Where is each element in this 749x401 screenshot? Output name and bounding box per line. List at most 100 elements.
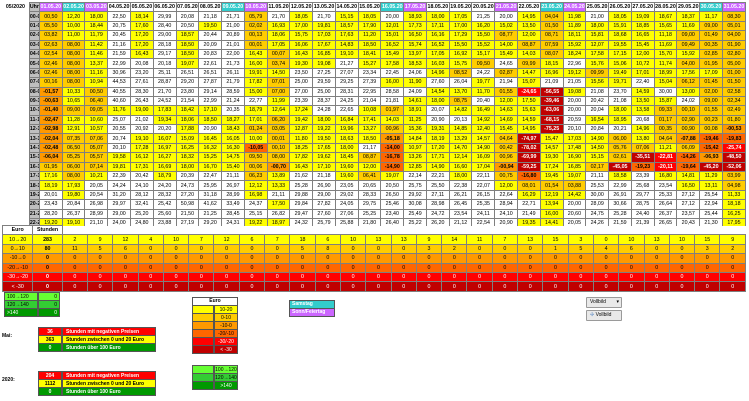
price-cell: 26,82 [266, 208, 291, 220]
fullscreen-icon: ✢ [590, 312, 595, 318]
price-cell: 21,81 [380, 95, 405, 107]
stats-value: 0 [38, 343, 62, 352]
price-cell: 22,65 [334, 105, 359, 116]
summary-count: 11 [466, 234, 493, 245]
day-header: 03.05.20 [84, 1, 109, 13]
price-cell: 21,71 [221, 11, 245, 22]
price-cell: 00,90 [676, 124, 701, 135]
price-cell: 25,42 [152, 199, 177, 210]
price-cell: 14,42 [562, 189, 587, 201]
price-cell: 29,14 [198, 86, 223, 97]
price-cell: 20,00 [380, 11, 405, 22]
price-cell: 02,87 [494, 67, 519, 79]
price-cell: 15,15 [585, 152, 610, 163]
price-cell: 11,29 [699, 171, 723, 182]
summary-count: 6 [618, 243, 645, 255]
price-cell: 21,62 [289, 171, 314, 182]
price-cell: 15,63 [517, 105, 541, 116]
price-cell: 11,28 [61, 114, 86, 126]
price-cell: 14,85 [448, 124, 473, 135]
summary-count: 0 [668, 281, 696, 292]
price-cell: 19,10 [334, 48, 359, 60]
price-cell: 16,16 [425, 30, 450, 41]
fullscreen-dropdown[interactable]: Vollbild ▾ [586, 297, 622, 308]
price-cell: -75,25 [539, 124, 564, 135]
price-cell: 24,37 [243, 199, 268, 210]
price-cell: -10,05 [243, 142, 268, 154]
hour-label: 06-07 [28, 67, 40, 79]
summary-count: 0 [466, 281, 493, 292]
price-cell: 24,20 [152, 180, 177, 191]
price-cell: 12,00 [357, 161, 382, 173]
price-cell: 28,87 [152, 77, 177, 88]
price-cell: 12,87 [289, 124, 314, 135]
price-cell: -14,90 [380, 161, 405, 173]
price-cell: 09,99 [585, 67, 610, 79]
price-cell: 27,61 [130, 77, 154, 88]
price-cell: 17,93 [61, 180, 86, 191]
price-cell: 24,09 [403, 86, 427, 97]
price-cell: 01,00 [721, 67, 747, 79]
price-cell: 18,05 [289, 11, 314, 22]
price-cell: 17,10 [198, 105, 223, 116]
summary-count: 0 [719, 253, 746, 264]
day-type-legend: Samstag Sonn/Feiertag [289, 300, 335, 317]
price-cell: 02,34 [721, 95, 747, 107]
summary-count: 0 [542, 262, 569, 273]
price-cell: 24,52 [152, 95, 177, 107]
price-cell: 14,96 [630, 124, 655, 135]
summary-range-label: -10→0 [1, 253, 34, 264]
fullscreen-button[interactable]: ✢ Vollbild [586, 310, 622, 321]
price-cell: 16,43 [289, 161, 314, 173]
price-cell: 15,40 [221, 161, 245, 173]
price-cell: 26,37 [61, 208, 86, 220]
summary-count: 12 [112, 234, 139, 245]
price-cell: -05,18 [380, 133, 405, 144]
price-cell: 29,84 [289, 199, 314, 210]
price-cell: 21,04 [357, 95, 382, 107]
legend-label: < -30 [214, 345, 238, 354]
price-cell: -16,78 [380, 152, 405, 163]
price-cell: 12,00 [517, 30, 541, 41]
summary-count: 1 [542, 243, 569, 255]
price-cell: 24,11 [471, 208, 496, 220]
price-cell: 05,07 [84, 142, 109, 154]
price-cell: 21,24 [221, 95, 245, 107]
price-cell: 21,25 [198, 208, 223, 220]
price-cell: 18,05 [357, 11, 382, 22]
price-cell: 25,75 [403, 180, 427, 191]
price-cell: 21,79 [221, 77, 245, 88]
price-cell: 17,00 [289, 20, 314, 32]
price-cell: 14,59 [517, 114, 541, 126]
price-cell: 16,00 [539, 208, 564, 220]
price-cell: 06,40 [84, 95, 109, 107]
summary-count: 0 [238, 243, 266, 255]
price-cell: 32,41 [130, 199, 154, 210]
summary-count: 0 [188, 253, 215, 264]
price-cell: 06,23 [243, 171, 268, 182]
price-cell: 17,31 [130, 161, 154, 173]
summary-count: 0 [112, 253, 139, 264]
hour-label: 13-14 [28, 133, 40, 144]
price-cell: 18,00 [425, 11, 450, 22]
price-cell: 27,20 [175, 189, 200, 201]
day-header: 18.05.20 [425, 1, 450, 13]
price-cell: 13,27 [357, 124, 382, 135]
hour-label: 08-09 [28, 86, 40, 97]
price-cell: 21,00 [221, 20, 245, 32]
summary-count: 0 [491, 253, 519, 264]
range-small-value: 0 [38, 308, 60, 317]
hour-label: 04-05 [28, 48, 40, 60]
day-header: 17.05.20 [403, 1, 427, 13]
price-cell: 17,65 [312, 142, 336, 154]
price-cell: 23,50 [289, 67, 314, 79]
price-cell: -39,46 [539, 95, 564, 107]
fullscreen-button-label: Vollbild [595, 312, 612, 318]
price-cell: -06,93 [699, 152, 723, 163]
price-cell: 20,01 [38, 189, 63, 201]
price-cell: 17,24 [289, 105, 314, 116]
summary-count: 0 [491, 271, 519, 283]
price-cell: -24,65 [517, 86, 541, 97]
price-cell: 20,90 [425, 114, 450, 126]
price-cell: 16,49 [471, 105, 496, 116]
